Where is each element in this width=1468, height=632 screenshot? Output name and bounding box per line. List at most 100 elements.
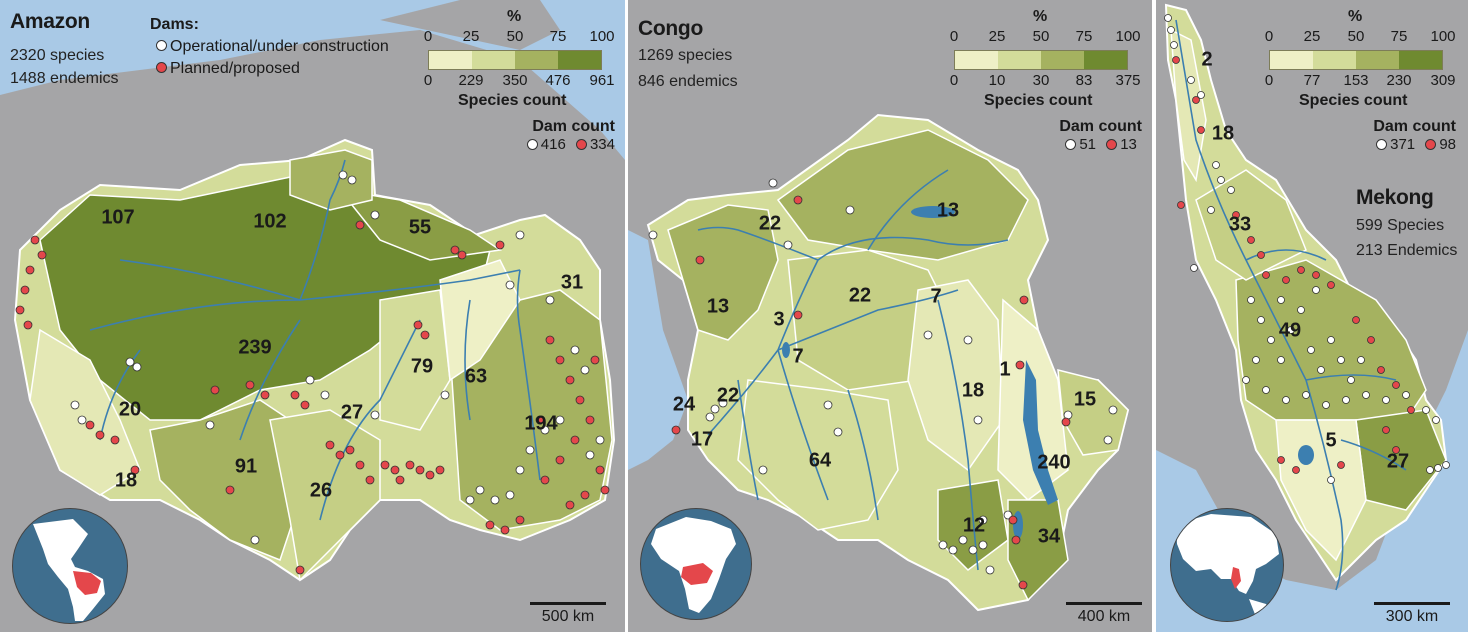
count-tick: 0 [423, 72, 433, 89]
planned-dam-icon [575, 138, 587, 150]
pct-tick: 25 [1303, 28, 1321, 45]
basin-label: 24 [672, 393, 696, 416]
pct-tick: 75 [549, 28, 567, 45]
sub-basin-north [776, 129, 1029, 261]
panel-title: Mekong [1356, 186, 1434, 209]
planned-dam-icon [156, 62, 167, 74]
planned-dams [671, 195, 1071, 590]
planned-dam-count: 334 [589, 136, 615, 153]
count-tick: 0 [1264, 72, 1274, 89]
basin-label: 7 [792, 345, 804, 368]
amazon-map [0, 0, 625, 632]
sub-basin-55 [338, 188, 503, 261]
scale-bar-line [1066, 602, 1142, 605]
planned-dam-count: 98 [1439, 136, 1456, 153]
count-tick: 375 [1115, 72, 1141, 89]
dam-legend-title: Dams: [150, 16, 199, 33]
planned-dam-label: Planned/proposed [170, 60, 300, 77]
basin-label: 7 [930, 285, 942, 308]
basin-label: 18 [114, 469, 138, 492]
basin-label: 13 [706, 295, 730, 318]
count-tick: 961 [589, 72, 615, 89]
pct-tick: 50 [506, 28, 524, 45]
basin-label: 91 [234, 455, 258, 478]
operational-dams [648, 178, 1118, 575]
count-tick: 30 [1032, 72, 1050, 89]
pct-tick: 100 [1115, 28, 1141, 45]
color-scale-bar [428, 50, 602, 70]
scale-bar-label: 400 km [1077, 608, 1131, 625]
basin-label: 27 [1386, 450, 1410, 473]
basin-label: 3 [773, 308, 785, 331]
endemics-count: 213 Endemics [1356, 242, 1458, 259]
pct-tick: 25 [462, 28, 480, 45]
basin-label: 18 [1211, 122, 1235, 145]
operational-dam-icon [1065, 138, 1077, 150]
count-tick: 77 [1303, 72, 1321, 89]
operational-dam-icon [526, 138, 538, 150]
congo-panel: Congo 1269 species 846 endemics % 0 25 5… [628, 0, 1152, 632]
tonle-sap-lake [1298, 445, 1314, 465]
planned-dam-icon [1106, 138, 1118, 150]
percent-title: % [1348, 8, 1363, 25]
count-tick: 230 [1386, 72, 1412, 89]
basin-label: 79 [410, 355, 434, 378]
endemics-count: 1488 endemics [10, 70, 119, 87]
planned-dams [15, 220, 610, 575]
basin-label: 49 [1278, 319, 1302, 342]
sub-basin-64 [737, 379, 899, 531]
color-scale-legend: % 0 25 50 75 100 0 229 350 476 961 Speci… [423, 8, 615, 113]
count-tick: 350 [502, 72, 528, 89]
pct-tick: 75 [1075, 28, 1093, 45]
rivers [89, 159, 541, 521]
scale-bar-line [1374, 602, 1450, 605]
basin-label: 63 [464, 365, 488, 388]
rivers [1175, 19, 1407, 591]
basin-label: 34 [1037, 525, 1061, 548]
species-count-title: Species count [1299, 92, 1408, 109]
operational-dams [70, 170, 605, 545]
basin-label: 26 [309, 479, 333, 502]
pct-tick: 0 [1264, 28, 1274, 45]
land-coast [380, 0, 560, 50]
count-tick: 10 [988, 72, 1006, 89]
basin-label: 17 [690, 428, 714, 451]
operational-dam-count: 51 [1079, 136, 1097, 153]
americas-globe-icon [12, 508, 128, 624]
basin-label: 13 [936, 199, 960, 222]
basin-label: 194 [524, 412, 558, 435]
basin-label: 5 [1325, 429, 1337, 452]
scale-bar: 500 km [530, 602, 606, 626]
species-count: 599 Species [1356, 217, 1445, 234]
pct-tick: 50 [1347, 28, 1365, 45]
basin-label: 15 [1073, 388, 1097, 411]
sub-basin-102 [289, 149, 373, 211]
scale-bar: 400 km [1066, 602, 1142, 626]
sub-basin-63 [439, 259, 521, 382]
rivers [697, 169, 1009, 571]
basin-label: 107 [101, 206, 135, 229]
mekong-map [1156, 0, 1468, 591]
basin-label: 2 [1201, 48, 1213, 71]
sub-basin-20 [29, 328, 141, 496]
basin-label: 22 [716, 384, 740, 407]
basin-label: 27 [340, 401, 364, 424]
dam-count: Dam count 371 98 [1370, 118, 1456, 153]
dam-count: Dam count 51 13 [1059, 118, 1142, 153]
pct-tick: 75 [1390, 28, 1408, 45]
pct-tick: 25 [988, 28, 1006, 45]
species-count-title: Species count [458, 92, 567, 109]
count-tick: 153 [1343, 72, 1369, 89]
operational-dam-icon [1376, 138, 1388, 150]
percent-title: % [507, 8, 522, 25]
amazon-panel: Amazon 2320 species 1488 endemics Dams: … [0, 0, 625, 632]
species-count: 1269 species [638, 47, 733, 64]
pct-tick: 100 [589, 28, 615, 45]
species-count-title: Species count [984, 92, 1093, 109]
count-tick: 309 [1430, 72, 1456, 89]
dam-count: Dam count 416 334 [521, 118, 615, 153]
dam-legend: Dams: Operational/under construction Pla… [150, 14, 389, 80]
basin-label: 239 [238, 336, 272, 359]
sub-basin-33 [1195, 169, 1307, 281]
